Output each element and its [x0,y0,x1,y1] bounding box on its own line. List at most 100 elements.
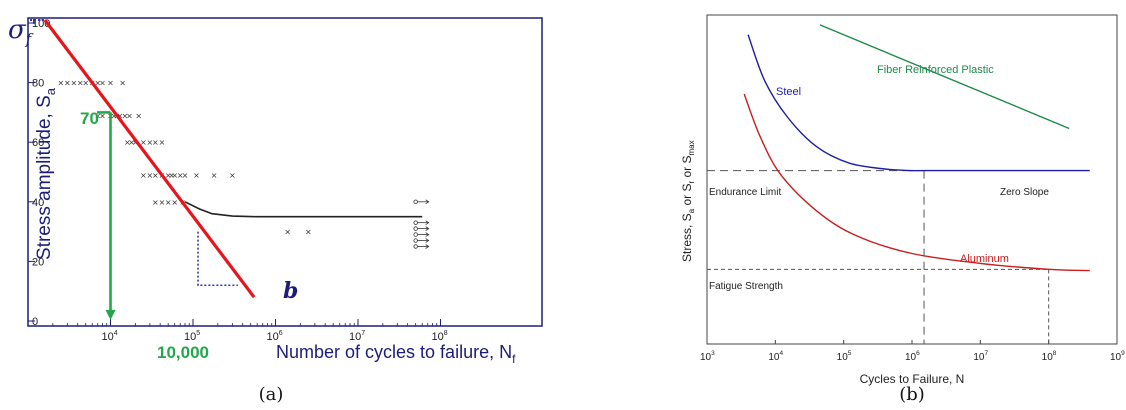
endurance-limit-label: Endurance Limit [709,187,781,198]
data-point-x-marker: × [94,79,101,88]
panel-a-caption: (a) [259,384,284,405]
panel-a-scatter-points: × × × ×× ×× × ××× × ××× ×××× × ×× ×× ×× ××××× × × ×× × × ×× ×… [57,79,311,237]
data-point-x-marker: × [165,198,172,207]
zero-slope-label: Zero Slope [1000,187,1049,198]
data-point-x-marker: × [82,79,89,88]
stress-70-label: 70 [80,109,99,128]
data-point-x-marker: × [159,198,166,207]
data-point-x-marker: × [117,111,124,120]
runout-circle [413,244,418,249]
data-point-x-marker: × [171,171,178,180]
panel-a-x-tick-label: 108 [432,330,448,343]
data-point-x-marker: × [159,138,166,147]
data-point-x-marker: × [284,228,291,237]
panel-b-x-tick-label: 105 [837,350,852,363]
panel-a-x-tick-label: 107 [349,330,365,343]
steel-curve [747,34,1090,172]
data-point-x-marker: × [135,111,142,120]
panel-a-y-axis-label: Stress amplitude, Sa [34,87,58,260]
runout-arrow-head [425,232,430,237]
data-point-x-marker: × [168,171,175,180]
runout-circle [413,238,418,243]
data-point-x-marker: × [94,111,101,120]
data-point-x-marker: × [147,138,154,147]
panel-b-x-axis-label: Cycles to Failure, N [860,372,965,386]
cycles-arrow-head [105,310,116,320]
data-point-x-marker: × [122,111,129,120]
panel-a-x-tick-label: 105 [184,330,200,343]
data-point-x-marker: × [177,171,184,180]
runout-arrow-head [425,244,430,249]
panel-a-basquin-line [43,19,256,299]
panel-b-x-tick-label: 109 [1110,350,1125,363]
data-point-x-marker: × [57,79,64,88]
data-point-x-marker: × [182,171,189,180]
data-point-x-marker: × [147,171,154,180]
steel-label: Steel [776,86,801,98]
aluminum-label: Aluminum [960,253,1009,265]
sigma-label: σf' [8,15,36,48]
data-point-x-marker: × [305,228,312,237]
panel-b: 103 104 105 106 107 108 109 Steel Fiber Reinfo… [680,14,1125,405]
panel-a-green-markers [97,111,116,320]
data-point-x-marker: × [124,138,131,147]
data-point-x-marker: × [229,171,236,180]
panel-a-y-tick-label: 40 [32,197,44,209]
runout-arrow-head [425,238,430,243]
panel-b-x-tick-label: 106 [905,350,920,363]
data-point-x-marker: × [132,138,139,147]
panel-b-x-tick-label: 103 [700,350,715,363]
slope-b-label: b [283,278,298,304]
runout-circle [413,226,418,231]
panel-b-caption: (b) [899,384,925,405]
frp-label: Fiber Reinforced Plastic [877,64,994,76]
panel-a-x-tick-label: 104 [102,330,118,343]
panel-a-plot-frame [27,17,543,327]
data-point-x-marker: × [107,79,114,88]
cycles-10000-label: 10,000 [157,343,209,362]
slope-triangle-legs [197,231,238,287]
data-point-x-marker: × [99,111,106,120]
frp-curve [819,24,1070,130]
panel-a-x-ticks: 104 105 106 107 108 [52,319,448,343]
data-point-x-marker: × [126,111,133,120]
data-point-x-marker: × [77,79,84,88]
panel-a-y-tick-label: 80 [32,78,44,90]
data-point-x-marker: × [140,171,147,180]
runout-circle [413,232,418,237]
panel-a-y-tick-label: 60 [32,137,44,149]
data-point-x-marker: × [165,171,172,180]
fatigue-strength-label: Fatigue Strength [709,281,783,292]
panel-a-sn-curve [184,201,423,218]
data-point-x-marker: × [99,79,106,88]
data-point-x-marker: × [64,79,71,88]
panel-b-x-tick-label: 104 [768,350,783,363]
data-point-x-marker: × [152,138,159,147]
panel-a-y-tick-label: 0 [32,316,38,328]
panel-a-slope-triangle [197,231,238,287]
panel-a-y-tick-label: 20 [32,256,44,268]
data-point-x-marker: × [171,198,178,207]
panel-b-x-tick-label: 107 [973,350,988,363]
data-point-x-marker: × [152,171,159,180]
panel-b-x-ticks: 103 104 105 106 107 108 109 [700,340,1125,363]
data-point-x-marker: × [211,171,218,180]
panel-b-reference-lines [707,170,1050,344]
data-point-x-marker: × [119,79,126,88]
runout-arrow-head [425,199,430,205]
data-point-x-marker: × [128,138,135,147]
data-point-x-marker: × [111,111,118,120]
panel-b-x-tick-label: 108 [1042,350,1057,363]
data-point-x-marker: × [140,138,147,147]
panel-b-y-axis-label: Stress, Sa or Sr or Smax [680,140,696,262]
data-point-x-marker: × [152,198,159,207]
aluminum-curve [743,93,1090,272]
panel-a-runout-markers [413,199,430,249]
runout-circle [413,199,418,204]
data-point-x-marker: × [71,79,78,88]
panel-a-x-tick-label: 106 [267,330,283,343]
runout-arrow-head [425,226,430,231]
